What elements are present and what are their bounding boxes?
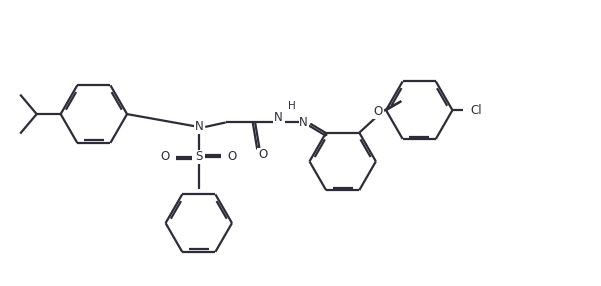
Text: H: H: [288, 101, 296, 111]
Text: Cl: Cl: [470, 104, 482, 117]
Text: S: S: [195, 150, 203, 163]
Text: O: O: [228, 150, 237, 163]
Text: O: O: [374, 106, 383, 118]
Text: O: O: [160, 150, 170, 163]
Text: N: N: [274, 111, 282, 124]
Text: N: N: [299, 116, 308, 129]
Text: O: O: [258, 148, 267, 161]
Text: N: N: [194, 120, 203, 134]
